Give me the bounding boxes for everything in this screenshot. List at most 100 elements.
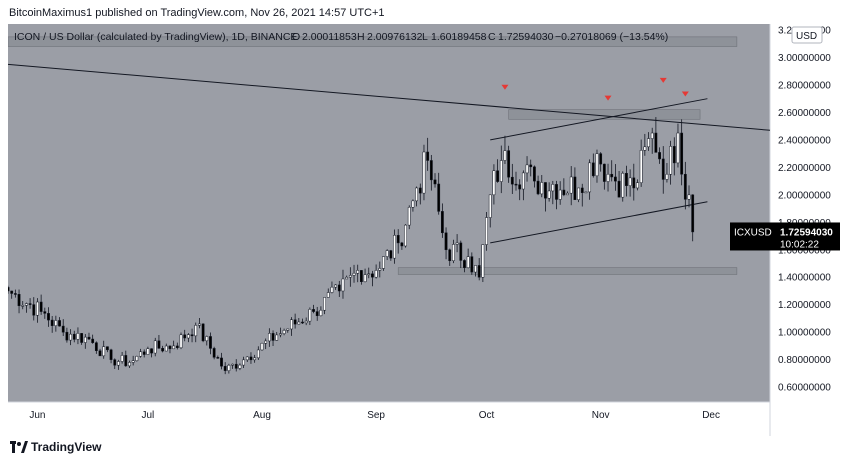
candle-body [632, 177, 636, 189]
candle-body [367, 273, 371, 276]
price-tick-label: 1.00000000 [778, 328, 831, 339]
candle [654, 117, 658, 153]
candle [54, 315, 58, 332]
plot-background [8, 24, 770, 402]
price-tick-label: 2.40000000 [778, 135, 831, 146]
time-tick-label: Aug [253, 410, 271, 421]
candle [179, 332, 183, 350]
candle [555, 180, 558, 210]
candle [146, 346, 150, 355]
peak-marker [501, 84, 509, 90]
candle [628, 169, 632, 197]
tradingview-logo-icon [10, 441, 28, 453]
candle-body [337, 284, 341, 292]
candle [429, 154, 433, 191]
candle [28, 298, 32, 309]
candle [238, 363, 242, 371]
candlestick-chart[interactable]: 3.200000003.000000002.800000002.60000000… [8, 24, 850, 436]
price-tick-label: 1.20000000 [778, 300, 831, 311]
candle [418, 183, 422, 205]
candle [245, 356, 249, 362]
candle-body [61, 325, 65, 333]
candle [360, 270, 363, 285]
candle [415, 186, 418, 207]
candle [496, 159, 499, 183]
candle-body [429, 160, 433, 181]
candle-body [102, 346, 106, 357]
candle-body [194, 325, 198, 337]
candle-body [602, 163, 606, 182]
candle [363, 268, 367, 283]
candle [234, 359, 238, 372]
candle [488, 194, 492, 228]
candle-body [25, 303, 28, 306]
publish-header: BitcoinMaximus1 published on TradingView… [0, 0, 850, 24]
legend-change: −0.27018069 (−13.54%) [555, 31, 668, 43]
candle [326, 288, 330, 298]
candle-body [426, 151, 430, 161]
candle [614, 164, 617, 191]
candle [201, 323, 205, 343]
candle-body [459, 242, 463, 261]
candle-body [109, 349, 113, 360]
price-tick-label: 2.60000000 [778, 108, 831, 119]
candle-body [625, 172, 628, 186]
candle [198, 318, 201, 329]
candle [481, 244, 485, 283]
candle [437, 172, 441, 215]
candle-body [411, 200, 415, 208]
candle [91, 334, 95, 344]
candle [164, 343, 168, 352]
candle [676, 123, 680, 168]
candle [297, 318, 301, 325]
candle [588, 159, 592, 200]
candle-body [201, 323, 205, 342]
resistance-zone [508, 109, 701, 120]
candle [356, 264, 360, 283]
candle [617, 170, 621, 198]
candle-body [536, 180, 540, 195]
candle [507, 145, 511, 183]
candle-body [345, 276, 349, 280]
candle [499, 145, 503, 194]
candle-body [172, 345, 176, 350]
candle [190, 328, 194, 343]
candle [293, 313, 297, 329]
candle [348, 267, 352, 287]
candle [352, 264, 356, 283]
candle [124, 350, 128, 367]
candle-body [245, 356, 249, 361]
candle-body [190, 334, 194, 337]
currency-badge[interactable]: USD [791, 26, 823, 44]
candle-body [352, 272, 356, 276]
candle-body [400, 242, 404, 247]
time-axis-ticks: Jun Jul Aug Sep Oct Nov Dec [29, 410, 720, 421]
candle-body [360, 270, 363, 283]
candle-body [106, 346, 109, 351]
price-tick-label: 2.80000000 [778, 80, 831, 91]
candle [661, 146, 665, 194]
candle [533, 165, 536, 188]
candle-body [17, 294, 21, 307]
candle-body [551, 184, 555, 192]
candle-body [312, 309, 315, 312]
candle-body [264, 340, 268, 344]
candle-body [396, 235, 400, 244]
candle [315, 306, 319, 321]
legend-c-value: 1.72594030 [498, 31, 554, 43]
candle-body [404, 224, 407, 247]
chart-container[interactable]: 3.200000003.000000002.800000002.60000000… [8, 24, 850, 436]
candle-body [275, 334, 279, 341]
candle [518, 179, 522, 201]
candle-body [577, 187, 580, 200]
candle-body [687, 194, 691, 200]
candle-body [135, 355, 139, 361]
candle-body [547, 190, 551, 199]
legend-o-value: 2.00011853 [302, 31, 357, 43]
candle-body [562, 189, 566, 196]
candle [72, 330, 76, 343]
candle [102, 340, 106, 359]
candle [566, 191, 569, 196]
peak-marker [681, 91, 689, 97]
candle-body [146, 348, 150, 355]
